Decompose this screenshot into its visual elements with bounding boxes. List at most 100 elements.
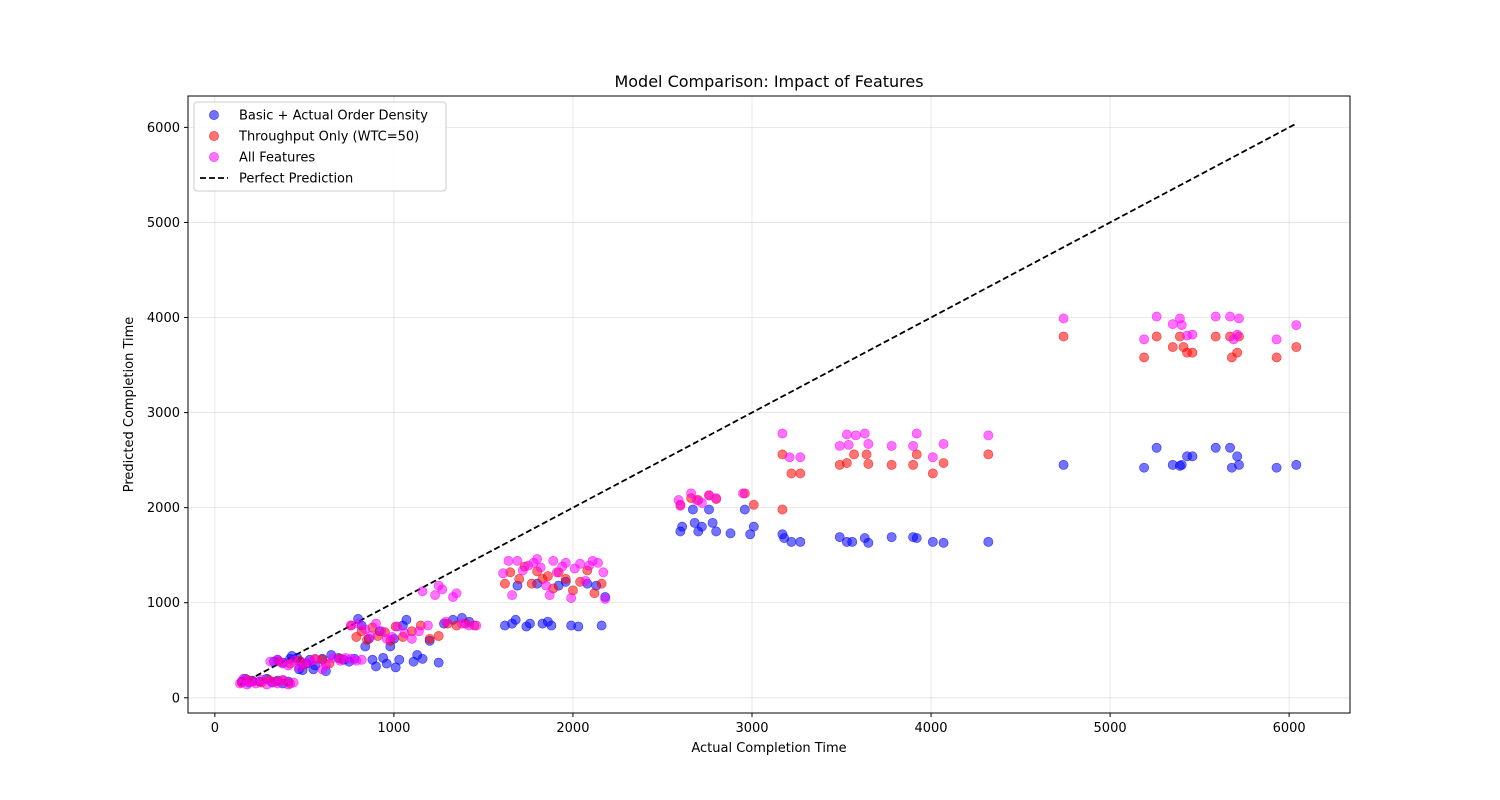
data-point	[911, 428, 922, 439]
data-point	[320, 659, 331, 670]
data-point	[575, 558, 586, 569]
data-point	[498, 568, 509, 579]
data-point	[394, 654, 405, 665]
points-layer	[235, 311, 1302, 690]
data-point	[1151, 442, 1162, 453]
data-point	[677, 521, 688, 532]
data-point	[381, 658, 392, 669]
x-tick-label: 3000	[735, 721, 768, 736]
data-point	[1139, 334, 1149, 345]
data-point	[1187, 329, 1198, 340]
data-point	[433, 631, 444, 641]
data-point	[288, 655, 299, 666]
legend-label: Perfect Prediction	[239, 172, 353, 187]
data-point	[546, 620, 557, 631]
x-tick-label: 0	[211, 721, 219, 736]
data-point	[1139, 462, 1149, 473]
data-point	[850, 430, 861, 441]
data-point	[927, 536, 938, 547]
data-point	[777, 428, 788, 439]
data-point	[525, 618, 535, 629]
data-point	[544, 590, 555, 601]
data-point	[535, 562, 546, 573]
data-point	[360, 624, 371, 635]
x-tick-label: 2000	[556, 721, 589, 736]
data-point	[1291, 320, 1302, 331]
y-axis-label: Predicted Completion Time	[122, 317, 137, 493]
data-point	[983, 449, 994, 460]
data-point	[795, 468, 806, 479]
data-point	[1058, 313, 1069, 324]
data-point	[451, 588, 462, 599]
chart-title: Model Comparison: Impact of Features	[614, 72, 923, 91]
data-point	[1058, 331, 1069, 342]
data-point	[688, 504, 698, 515]
data-point	[863, 459, 874, 469]
data-point	[365, 631, 376, 641]
data-point	[748, 499, 759, 510]
data-point	[886, 440, 897, 451]
legend-marker	[209, 110, 219, 120]
data-point	[786, 468, 797, 479]
data-point	[859, 428, 870, 439]
data-point	[983, 536, 994, 547]
data-point	[886, 532, 897, 543]
data-point	[353, 618, 363, 629]
reference-line-layer	[239, 122, 1297, 686]
data-point	[696, 497, 707, 508]
data-point	[927, 452, 938, 463]
x-tick-label: 6000	[1273, 721, 1306, 736]
data-point	[596, 578, 607, 589]
data-point	[1225, 442, 1235, 453]
data-point	[512, 555, 523, 566]
x-tick-label: 1000	[377, 721, 410, 736]
data-point	[777, 504, 788, 515]
data-point	[1232, 329, 1243, 340]
data-point	[417, 653, 428, 664]
data-point	[310, 654, 321, 665]
data-point	[371, 618, 381, 629]
data-point	[1291, 459, 1302, 470]
perfect-prediction-line	[239, 122, 1297, 686]
data-point	[795, 452, 806, 463]
data-point	[1176, 459, 1187, 470]
legend-label: Basic + Actual Order Density	[239, 109, 428, 124]
data-point	[938, 458, 949, 468]
data-point	[927, 468, 938, 479]
data-point	[560, 574, 571, 584]
data-point	[1234, 313, 1244, 324]
data-point	[471, 620, 482, 631]
legend-label: Throughput Only (WTC=50)	[238, 130, 419, 145]
data-point	[526, 578, 537, 589]
data-point	[841, 429, 852, 440]
data-point	[1271, 334, 1282, 345]
data-point	[573, 621, 584, 632]
data-point	[423, 620, 433, 631]
data-point	[401, 614, 412, 625]
data-point	[503, 555, 514, 566]
data-point	[433, 657, 444, 668]
data-point	[983, 430, 994, 441]
data-point	[908, 459, 919, 470]
data-point	[863, 439, 874, 449]
data-point	[548, 555, 559, 566]
data-point	[849, 449, 859, 460]
data-point	[908, 440, 919, 451]
data-point	[1187, 451, 1198, 462]
data-point	[514, 574, 525, 584]
data-point	[593, 557, 603, 568]
data-point	[1232, 451, 1243, 462]
data-point	[356, 654, 367, 665]
data-point	[580, 575, 591, 586]
y-tick-label: 3000	[147, 406, 180, 421]
data-point	[376, 626, 387, 637]
data-point	[1187, 347, 1198, 358]
data-point	[424, 633, 435, 644]
y-tick-label: 0	[172, 691, 180, 706]
data-point	[1271, 462, 1282, 473]
data-point	[387, 632, 398, 642]
data-point	[675, 500, 686, 511]
data-point	[600, 594, 611, 604]
data-point	[707, 517, 718, 528]
